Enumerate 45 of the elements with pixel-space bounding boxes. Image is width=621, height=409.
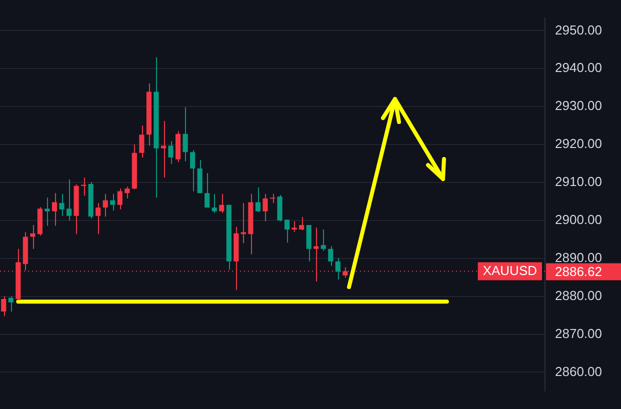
candlestick [8, 296, 14, 312]
candlestick [255, 186, 261, 213]
candlestick [284, 219, 290, 243]
y-tick-label: 2900.00 [555, 212, 602, 228]
candlestick [314, 227, 319, 282]
candlestick [320, 229, 326, 252]
y-tick-label: 2950.00 [555, 22, 602, 38]
candlestick [1, 296, 6, 317]
y-tick-label: 2910.00 [555, 174, 602, 190]
candlestick [52, 192, 58, 226]
candlestick [292, 220, 297, 232]
text: 2886.62 [555, 264, 602, 279]
candlestick [306, 224, 312, 262]
y-tick-label: 2870.00 [555, 326, 602, 341]
candlestick [240, 202, 246, 244]
y-tick-label: 2920.00 [555, 136, 602, 152]
candlestick [139, 125, 144, 158]
candlestick [124, 186, 130, 199]
candlestick [96, 202, 101, 235]
ref-line-label: XAUUSD [482, 262, 538, 278]
candlestick [212, 193, 217, 214]
candlestick [160, 120, 166, 178]
candlestick [59, 193, 64, 216]
candlestick [44, 197, 50, 226]
candlestick [182, 106, 188, 162]
candlestick [270, 193, 276, 204]
candlestick [110, 193, 116, 212]
y-tick-label: 2880.00 [555, 288, 602, 303]
candlestick [204, 172, 210, 208]
y-tick-label: 2930.00 [555, 98, 602, 114]
candlestick [262, 193, 268, 222]
candlestick [335, 258, 340, 280]
candlestick [328, 246, 334, 266]
y-tick-label: 2890.00 [555, 250, 602, 265]
y-tick-label: 2860.00 [555, 364, 602, 379]
candlestick [219, 193, 224, 214]
candlestick [102, 193, 108, 218]
candlestick [117, 188, 122, 210]
candlestick [299, 216, 304, 231]
candlestick [30, 224, 36, 250]
candlestick [277, 194, 282, 222]
candlestick [168, 140, 174, 164]
y-tick-label: 2940.00 [555, 60, 602, 76]
candlestick [190, 150, 196, 192]
candlestick [66, 178, 72, 221]
